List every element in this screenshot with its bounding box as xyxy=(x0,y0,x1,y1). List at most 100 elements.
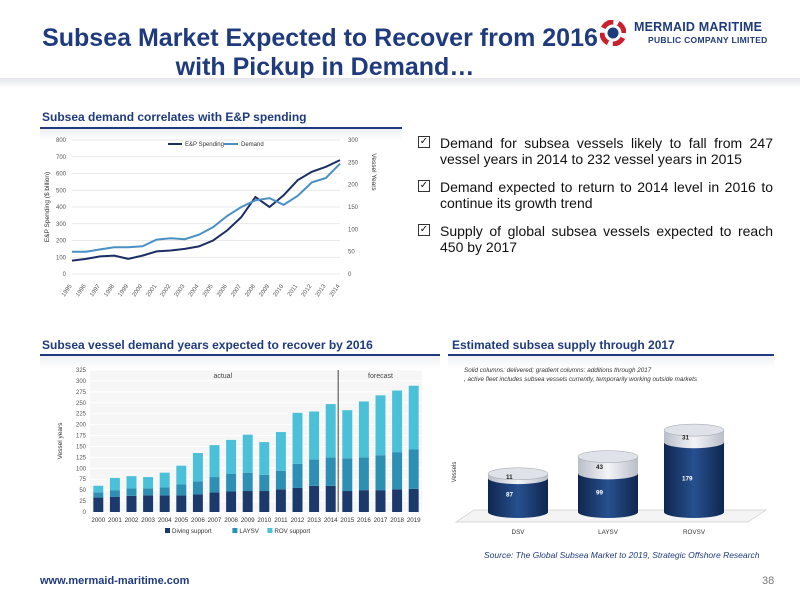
y-tick-label: 100 xyxy=(76,466,87,472)
chart-ep-spending-demand: 0 100 200 300 400 500 600 700 800 0 50 100 150 200 250… xyxy=(44,138,377,298)
source-note: Source: The Global Subsea Market to 2019… xyxy=(484,550,760,560)
y-tick-label: 500 xyxy=(56,188,67,194)
logo-name: MERMAID MARITIME xyxy=(634,20,763,34)
y-tick-label: 225 xyxy=(76,412,87,418)
bullet-text: Demand expected to return to 2014 level … xyxy=(440,179,773,211)
bar-diving-support xyxy=(93,497,104,512)
bar-laysv xyxy=(325,457,336,486)
checkbox-icon: ✓ xyxy=(418,180,430,192)
bar-rov-support xyxy=(242,434,253,473)
x-tick-label: 1999 xyxy=(117,283,130,298)
bar-rov-support xyxy=(192,453,203,482)
x-tick-label: 2013 xyxy=(315,283,328,298)
title-line-2: with Pickup in Demand… xyxy=(175,53,475,81)
data-label-delivered: 87 xyxy=(506,492,514,499)
x-tick-label: DSV xyxy=(512,529,526,536)
chart-vessel-demand-years: 0 25 50 75 100 125 150 175 200 225 250 275 300 325 Ves… xyxy=(57,368,422,535)
y-tick-label: 50 xyxy=(79,488,86,494)
bar-diving-support xyxy=(159,495,170,512)
y-tick-label: 100 xyxy=(56,255,67,261)
y-axis-label: Vessels xyxy=(452,462,458,483)
y-tick-label: 800 xyxy=(56,138,67,144)
bar-laysv xyxy=(392,452,403,490)
x-tick-label: 1995 xyxy=(61,283,74,298)
x-tick-label: ROVSV xyxy=(683,529,706,536)
x-tick-label: 2014 xyxy=(324,517,338,524)
section-title-chart1: Subsea demand correlates with E&P spendi… xyxy=(42,110,307,124)
bar-diving-support xyxy=(192,494,203,512)
bar-rov-support xyxy=(143,477,154,489)
checkbox-icon: ✓ xyxy=(418,136,430,148)
bar-laysv xyxy=(176,484,187,496)
bar-diving-support xyxy=(109,496,120,512)
bar-rov-support xyxy=(408,385,419,450)
y-tick-label: 300 xyxy=(76,379,87,385)
bar-rov-support xyxy=(309,411,320,460)
x-tick-label: 2001 xyxy=(146,283,159,298)
y-tick-label: 250 xyxy=(76,401,87,407)
bullet-list: ✓ Demand for subsea vessels likely to fa… xyxy=(418,135,773,267)
bar-diving-support xyxy=(408,488,419,512)
bar-rov-support xyxy=(325,404,336,458)
y-tick-label: 0 xyxy=(83,510,87,516)
bar-rov-support xyxy=(126,476,137,489)
y-tick-label: 75 xyxy=(79,477,86,483)
y-tick-label: 300 xyxy=(56,222,67,228)
x-tick-label: 2011 xyxy=(287,283,300,298)
website-url: www.mermaid-maritime.com xyxy=(40,575,190,587)
bar-laysv xyxy=(375,455,386,491)
x-tick-label: 2015 xyxy=(340,517,354,524)
section-shade xyxy=(40,129,402,141)
logo-subtitle: PUBLIC COMPANY LIMITED xyxy=(648,35,768,45)
x-tick-label: 2003 xyxy=(141,517,155,524)
x-tick-label: 2000 xyxy=(91,517,105,524)
bullet-item: ✓ Supply of global subsea vessels expect… xyxy=(418,223,773,255)
x-tick-label: 1998 xyxy=(103,283,116,298)
bar-laysv xyxy=(126,488,137,496)
x-tick-label: 2001 xyxy=(108,517,122,524)
y-tick-label: 0 xyxy=(63,272,67,278)
data-label-additions: 31 xyxy=(682,435,690,442)
bar-rov-support xyxy=(375,395,386,456)
page-title: Subsea Market Expected to Recover from 2… xyxy=(40,24,600,82)
bar-diving-support xyxy=(292,487,303,512)
x-tick-label: 2010 xyxy=(273,283,286,298)
x-tick-label: 2010 xyxy=(257,517,271,524)
bar-rov-support xyxy=(275,432,286,471)
bar-rov-support xyxy=(176,465,187,485)
lifebuoy-icon xyxy=(600,20,626,46)
x-tick-label: 1997 xyxy=(89,283,102,298)
y-tick-label: 175 xyxy=(76,434,87,440)
section-divider xyxy=(40,127,402,129)
chart-note: , active fleet includes subsea vessels c… xyxy=(464,376,698,383)
bar-laysv xyxy=(275,470,286,490)
x-tick-label: 2012 xyxy=(291,517,305,524)
bar-laysv xyxy=(242,472,253,492)
bar-diving-support xyxy=(275,489,286,512)
section-divider xyxy=(40,354,440,356)
bar-diving-support xyxy=(242,491,253,512)
title-line-1: Subsea Market Expected to Recover from 2… xyxy=(42,24,598,52)
y-tick-label: 200 xyxy=(76,423,87,429)
x-tick-label: 2004 xyxy=(158,517,172,524)
x-tick-label: LAYSV xyxy=(598,529,619,536)
x-tick-label: 2008 xyxy=(224,517,238,524)
line-series-ep-spending xyxy=(71,159,341,262)
bar-diving-support xyxy=(176,495,187,512)
bar-rov-support xyxy=(109,477,120,491)
y-tick-label: 275 xyxy=(76,390,87,396)
section-title-chart3: Estimated subsea supply through 2017 xyxy=(452,338,675,352)
cylinder-top xyxy=(663,423,725,437)
x-tick-label: 2017 xyxy=(374,517,388,524)
bar-rov-support xyxy=(226,439,237,474)
bar-rov-support xyxy=(292,412,303,464)
y2-tick-label: 100 xyxy=(348,227,359,233)
y-tick-label: 600 xyxy=(56,172,67,178)
section-title-chart2: Subsea vessel demand years expected to r… xyxy=(42,338,373,352)
header-band xyxy=(0,78,800,88)
bar-diving-support xyxy=(143,495,154,512)
bullet-text: Supply of global subsea vessels expected… xyxy=(440,223,773,255)
data-label-delivered: 99 xyxy=(596,490,604,497)
data-label-additions: 43 xyxy=(596,464,604,471)
bar-rov-support xyxy=(358,401,369,458)
